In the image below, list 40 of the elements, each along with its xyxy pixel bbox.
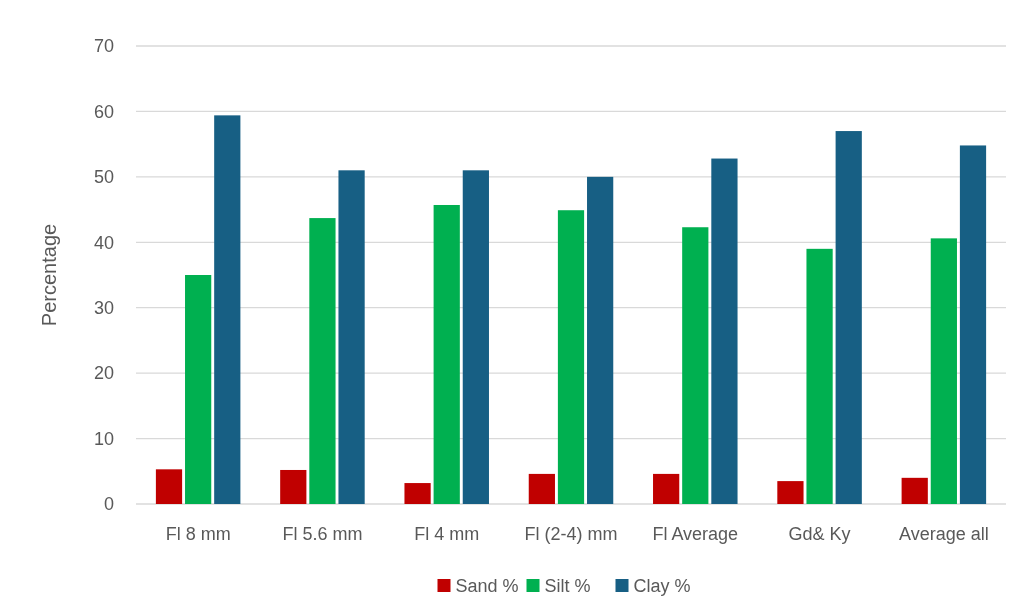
bar: [185, 275, 212, 504]
x-tick-label: Average all: [898, 524, 989, 544]
bar: [280, 469, 307, 504]
x-tick-label: Fl Average: [652, 524, 739, 544]
bar: [557, 210, 585, 504]
legend-label: Clay %: [633, 576, 691, 597]
bar: [404, 483, 431, 504]
bar: [587, 176, 614, 504]
legend-label: Sand %: [455, 576, 519, 597]
bar: [155, 469, 183, 504]
bar: [806, 248, 833, 504]
y-tick-label: 30: [93, 298, 114, 319]
y-tick-label: 60: [93, 101, 114, 122]
y-tick-label: 70: [93, 36, 114, 57]
bar: [835, 131, 862, 504]
bar: [433, 204, 460, 504]
bar: [959, 145, 987, 504]
x-tick-label: Fl 5.6 mm: [282, 524, 363, 544]
bar: [338, 170, 365, 504]
bar: [777, 481, 804, 504]
bar: [462, 170, 489, 504]
bar: [528, 473, 555, 504]
x-tick-label: Fl 4 mm: [414, 524, 480, 544]
y-tick-label: 10: [93, 428, 114, 449]
bar: [682, 227, 709, 504]
y-tick-label: 40: [93, 232, 114, 253]
bar: [930, 238, 957, 504]
y-axis-title: Percentage: [38, 223, 60, 327]
x-tick-label: Fl (2-4) mm: [524, 524, 618, 544]
bar: [901, 477, 928, 504]
legend-label: Silt %: [544, 576, 591, 597]
bar: [309, 218, 336, 504]
y-tick-label: 20: [93, 363, 114, 384]
bar: [214, 115, 241, 504]
x-tick-label: Gd& Ky: [788, 524, 851, 544]
y-tick-label: 50: [93, 167, 114, 188]
x-tick-label: Fl 8 mm: [165, 524, 231, 544]
bar: [711, 158, 738, 504]
y-tick-label: 0: [103, 494, 114, 515]
bar: [653, 473, 680, 504]
